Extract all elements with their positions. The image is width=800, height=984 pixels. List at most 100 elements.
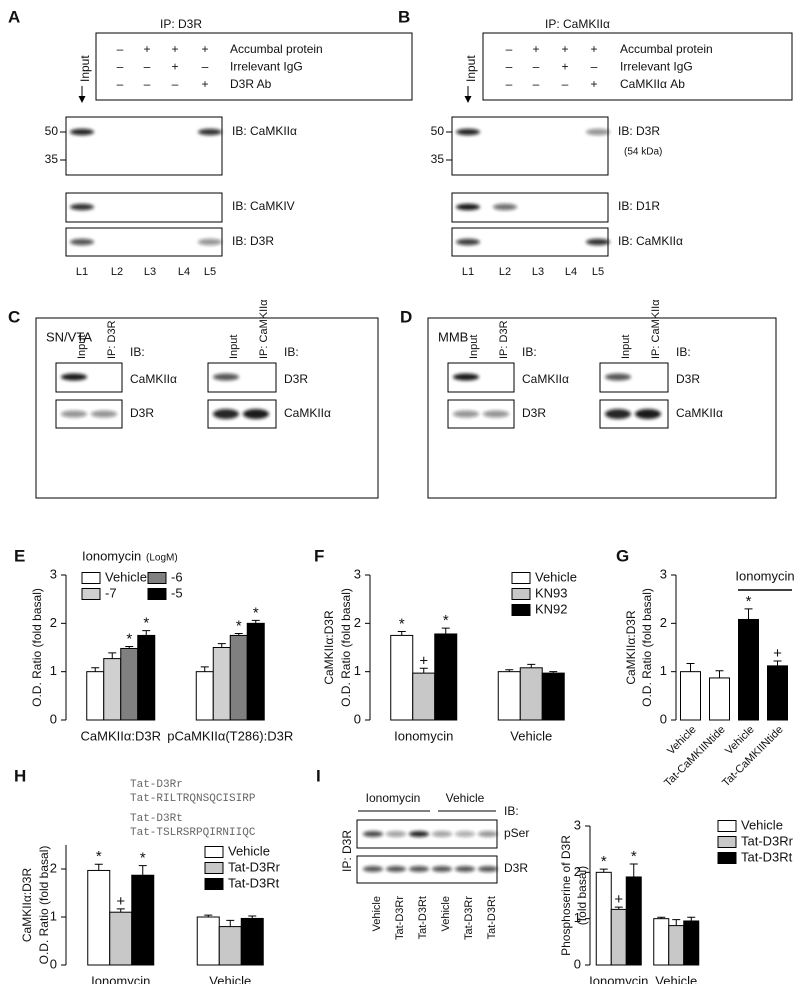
lane-label: L1 <box>462 266 474 278</box>
legend-swatch <box>511 588 531 600</box>
error-bar <box>686 662 695 672</box>
error-bar <box>419 667 428 674</box>
legend-swatch <box>147 588 167 600</box>
chart-title: Ionomycin <box>82 548 141 563</box>
blot-label: IB: D3R <box>232 234 274 248</box>
lane-label: Tat-D3Rr <box>463 896 475 940</box>
column-label: Input <box>468 335 480 359</box>
blot <box>599 362 669 393</box>
error-bar <box>226 919 235 927</box>
error-bar <box>672 919 681 926</box>
y-tick-label: 0 <box>50 711 57 726</box>
condition-sign: + <box>201 77 208 91</box>
blot-label: D3R <box>504 861 528 875</box>
bar <box>109 911 133 966</box>
y-axis-label: CaMKIIα:D3R <box>20 868 34 943</box>
significance-mark: + <box>116 893 125 910</box>
legend-label: -7 <box>105 585 117 600</box>
lane-label: L1 <box>76 266 88 278</box>
lane-label: L4 <box>178 266 190 278</box>
error-bar <box>505 669 514 672</box>
panel-letter: B <box>398 7 410 26</box>
condition-label: Irrelevant IgG <box>620 60 693 74</box>
panel-letter: G <box>616 546 629 565</box>
bar <box>103 658 122 721</box>
ip-label: IP: CaMKIIα <box>545 17 610 31</box>
column-label: Input <box>76 335 88 359</box>
bar <box>610 908 627 966</box>
group-label: Vehicle <box>446 791 485 805</box>
bar <box>86 671 105 721</box>
blot <box>451 192 609 223</box>
panel-letter: D <box>400 307 412 326</box>
ib-label: IB: <box>676 345 691 359</box>
error-bar <box>204 914 213 917</box>
y-axis-label: O.D. Ratio (fold basal) <box>30 588 44 707</box>
legend-label: Vehicle <box>105 569 147 584</box>
condition-sign: + <box>201 42 208 56</box>
y-axis-label: O.D. Ratio (fold basal) <box>640 588 654 707</box>
y-tick-label: 2 <box>660 615 667 630</box>
band <box>635 409 661 419</box>
arrow-head <box>78 96 86 103</box>
band <box>61 373 87 381</box>
lane-label: L3 <box>532 266 544 278</box>
y-tick-label: 3 <box>574 817 581 832</box>
condition-sign: – <box>202 60 209 74</box>
size-marker: 35 <box>45 152 59 166</box>
significance-mark: * <box>601 853 607 870</box>
peptide-label: Tat-RILTRQNSQCISIRP <box>130 793 256 805</box>
region-label: SN/VTA <box>46 329 92 344</box>
condition-box <box>95 32 413 101</box>
legend-label: -6 <box>171 569 183 584</box>
y-axis-label: (fold basal) <box>575 866 589 925</box>
band <box>455 866 475 872</box>
y-tick-label: 1 <box>50 908 57 923</box>
error-bar <box>629 863 638 877</box>
condition-sign: + <box>171 42 178 56</box>
band <box>363 831 383 837</box>
error-bar <box>142 630 151 636</box>
bar <box>738 618 759 721</box>
error-bar <box>251 619 260 624</box>
chart-title-note: (LogM) <box>146 553 178 564</box>
significance-mark: * <box>126 631 132 648</box>
condition-sign: – <box>117 60 124 74</box>
error-bar <box>108 652 117 659</box>
error-bar <box>657 916 666 919</box>
bar <box>87 869 111 966</box>
legend-swatch <box>717 820 737 832</box>
bar <box>240 917 264 966</box>
band <box>213 409 239 419</box>
condition-sign: + <box>171 60 178 74</box>
blot-label: CaMKIIα <box>676 406 723 420</box>
condition-box <box>482 32 793 101</box>
band <box>432 866 452 872</box>
x-tick-label: pCaMKIIα(T286):D3R <box>167 728 293 743</box>
lane-label: Tat-D3Rt <box>417 896 429 939</box>
condition-sign: – <box>533 60 540 74</box>
size-marker: 35 <box>431 152 445 166</box>
bar <box>434 633 458 721</box>
band <box>243 409 269 419</box>
blot-label: CaMKIIα <box>284 406 331 420</box>
blot <box>55 362 123 393</box>
legend-swatch <box>717 852 737 864</box>
lane-label: L5 <box>204 266 216 278</box>
blot-label: D3R <box>676 372 700 386</box>
condition-sign: – <box>506 42 513 56</box>
blot-label: IB: CaMKIIα <box>618 234 683 248</box>
bar <box>625 876 642 966</box>
condition-sign: + <box>143 42 150 56</box>
bar <box>120 647 139 721</box>
significance-mark: + <box>773 645 782 662</box>
condition-sign: – <box>117 42 124 56</box>
bar <box>653 918 670 966</box>
arrow-head <box>464 96 472 103</box>
bar <box>196 916 220 966</box>
error-bar <box>116 908 125 913</box>
lane-label: L3 <box>144 266 156 278</box>
y-tick-label: 0 <box>660 711 667 726</box>
blot-label: IB: D3R <box>618 124 660 138</box>
region-label: MMB <box>438 329 468 344</box>
